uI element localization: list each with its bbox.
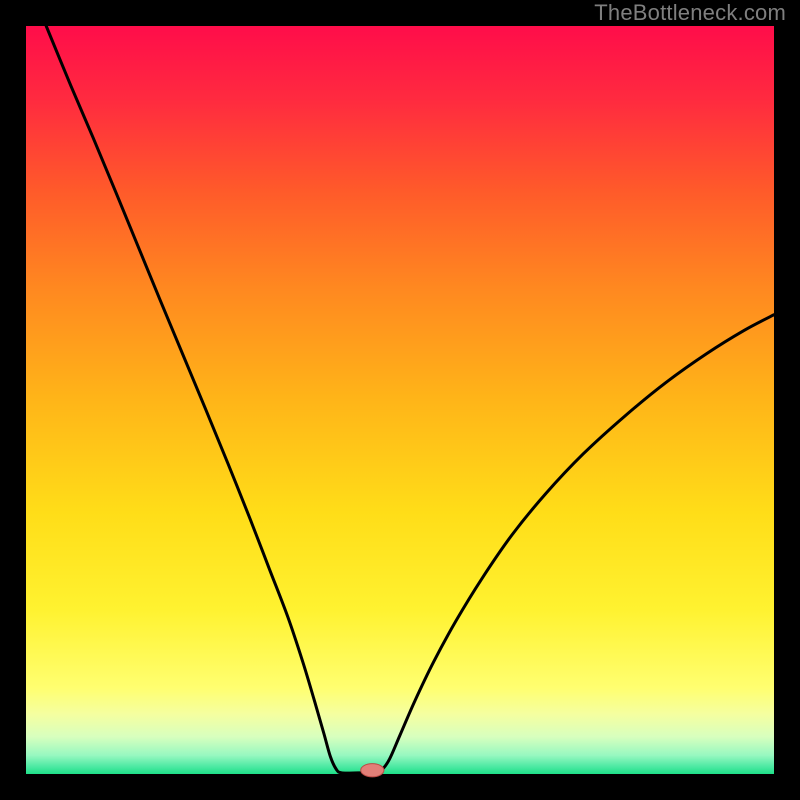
- plot-background: [26, 26, 774, 774]
- bottleneck-chart: [0, 0, 800, 800]
- chart-root: TheBottleneck.com: [0, 0, 800, 800]
- optimum-marker: [361, 764, 384, 777]
- watermark-text: TheBottleneck.com: [594, 0, 786, 26]
